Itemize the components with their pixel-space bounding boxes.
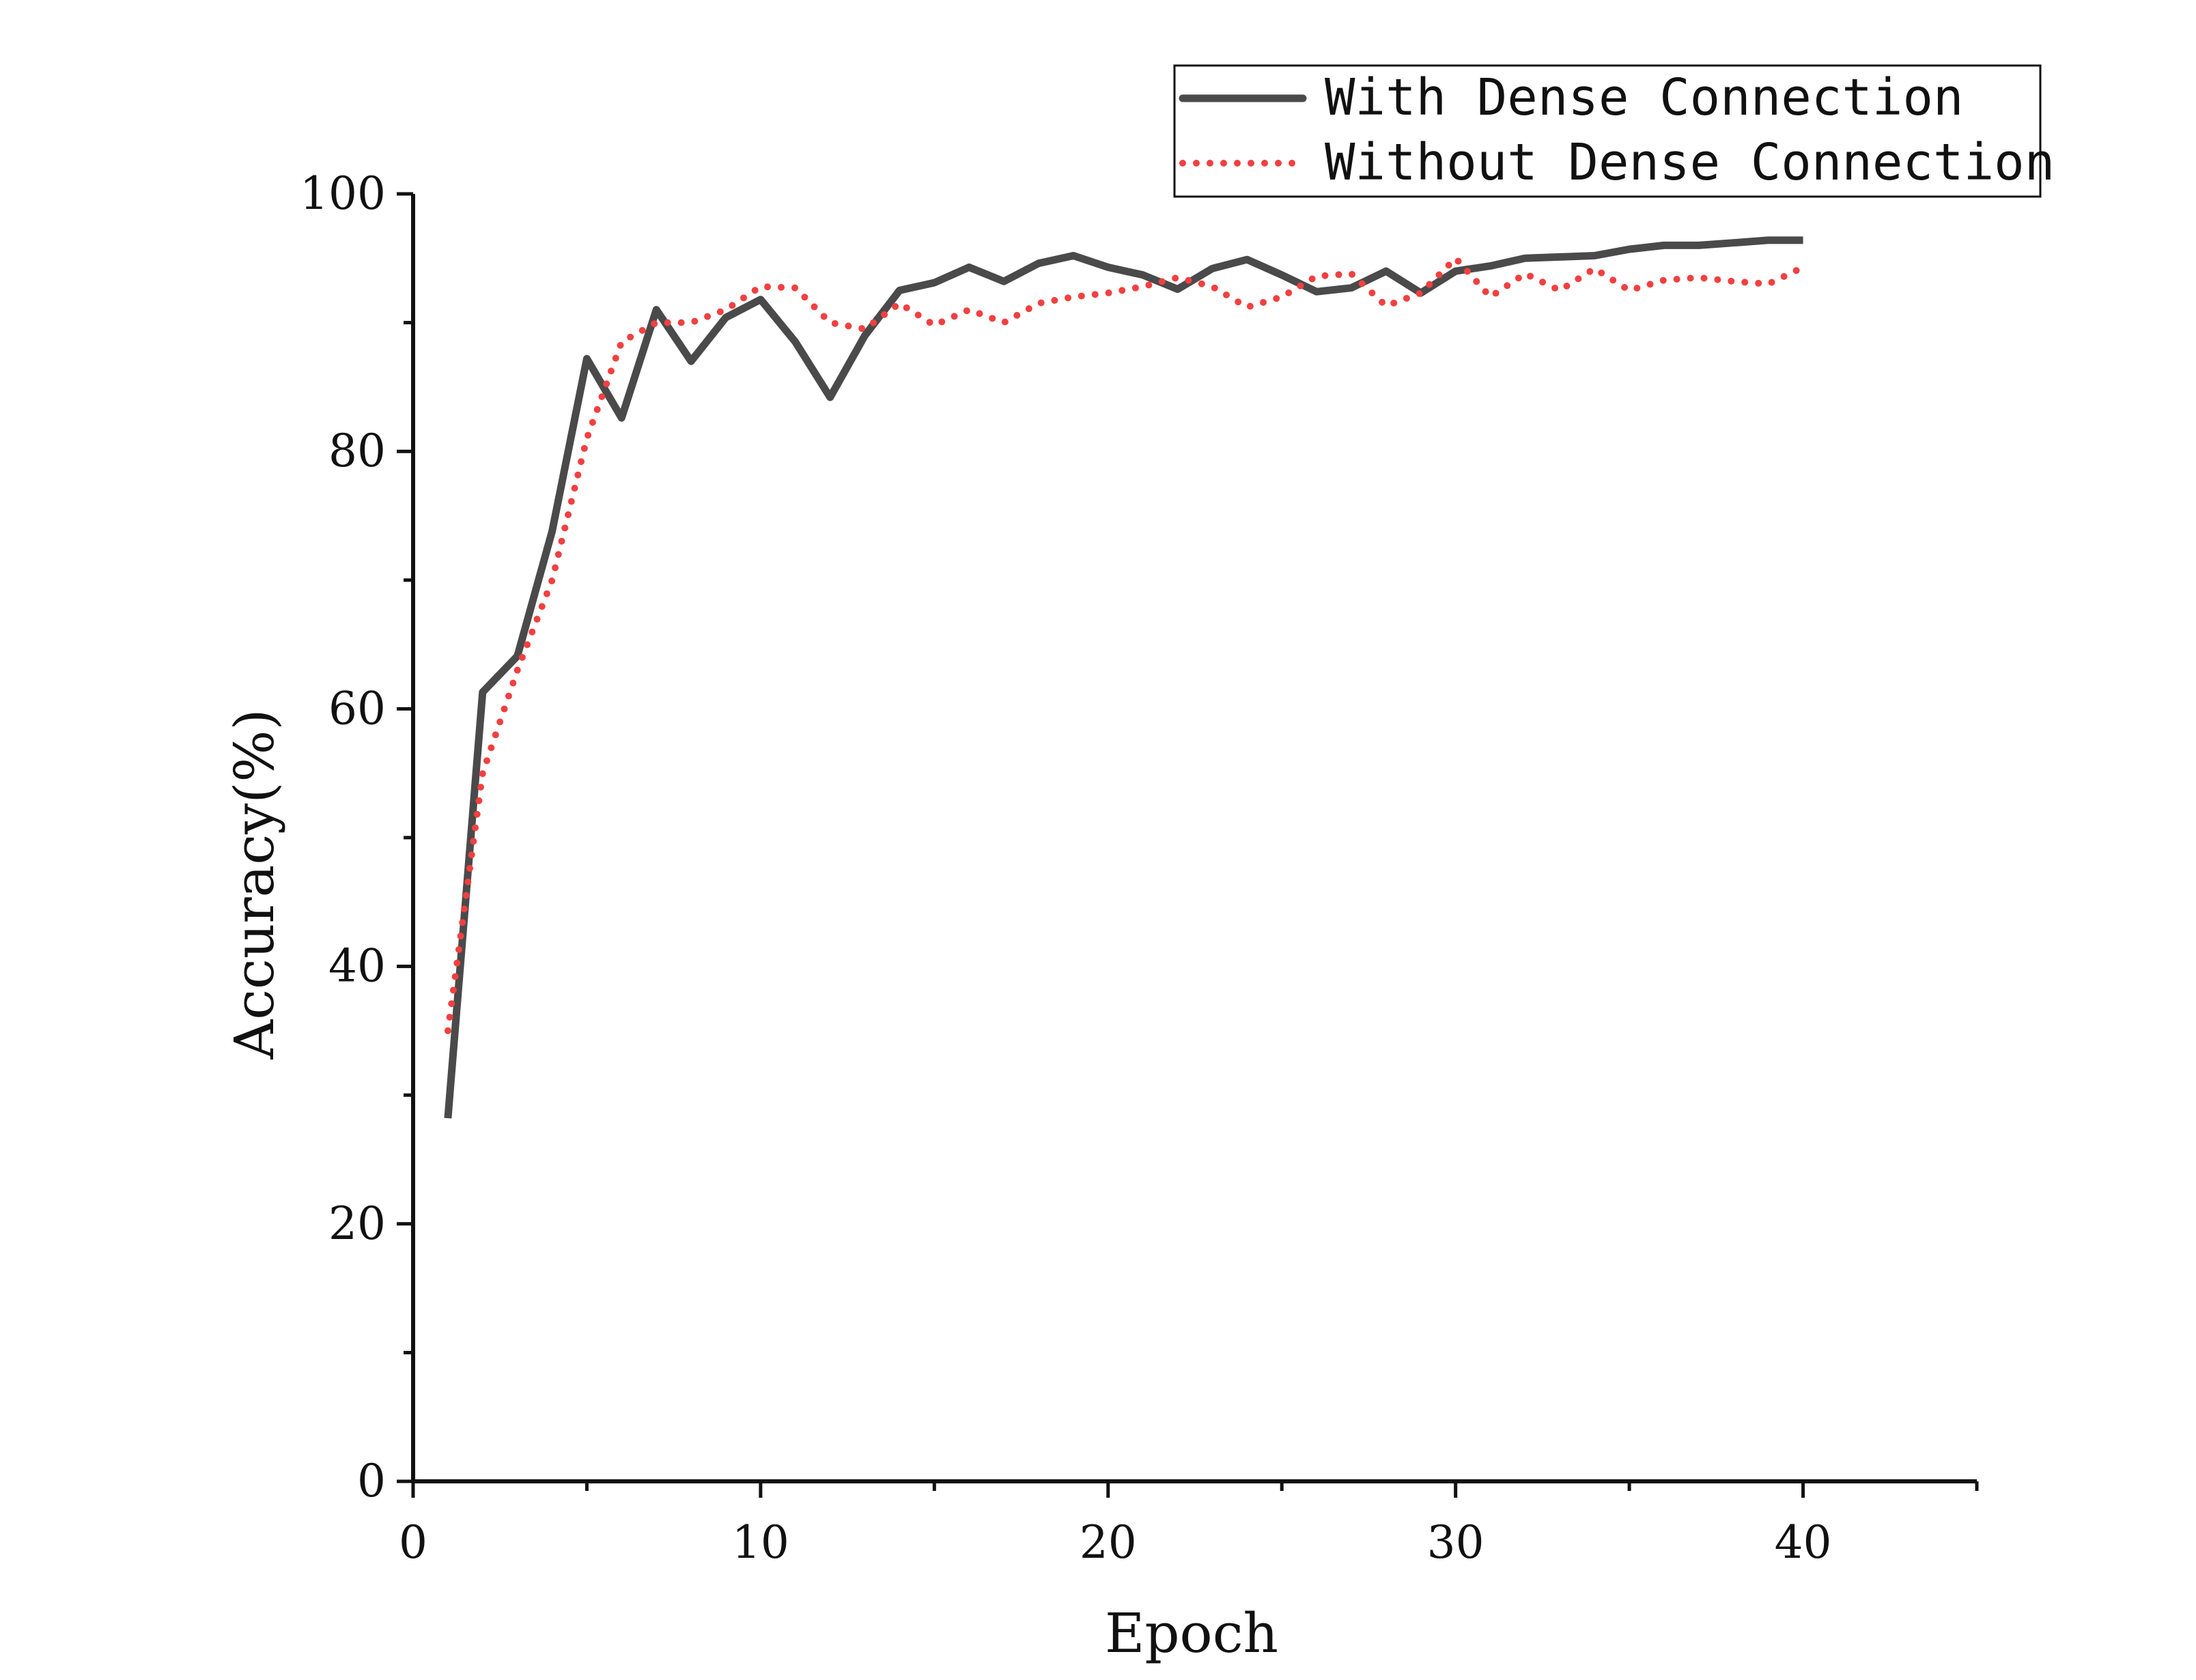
x-tick-label: 0 <box>399 1516 427 1569</box>
x-tick-label: 20 <box>1080 1516 1137 1569</box>
legend-label: Without Dense Connection <box>1325 133 2055 192</box>
x-axis-title: Epoch <box>1105 1601 1278 1665</box>
x-tick-label: 10 <box>732 1516 789 1569</box>
y-tick-label: 60 <box>328 682 386 735</box>
y-tick-label: 100 <box>300 167 386 220</box>
axes: 0 20 40 60 80 100 0 10 20 30 40 <box>300 167 1979 1569</box>
series-group <box>444 236 1807 1119</box>
y-tick-label: 0 <box>357 1455 386 1507</box>
y-tick-label: 20 <box>328 1197 386 1250</box>
y-axis-title: Accuracy(%) <box>223 709 286 1059</box>
series-line-with-dense <box>444 236 1803 1119</box>
x-tick-label: 30 <box>1427 1516 1484 1569</box>
series-line-without-dense <box>444 255 1807 1034</box>
x-tick-label: 40 <box>1775 1516 1832 1569</box>
y-tick-label: 80 <box>328 425 386 477</box>
legend-label: With Dense Connection <box>1325 68 1964 127</box>
y-tick-label: 40 <box>328 940 386 993</box>
legend: With Dense Connection Without Dense Conne… <box>1173 64 2055 198</box>
legend-box <box>1173 64 2042 198</box>
